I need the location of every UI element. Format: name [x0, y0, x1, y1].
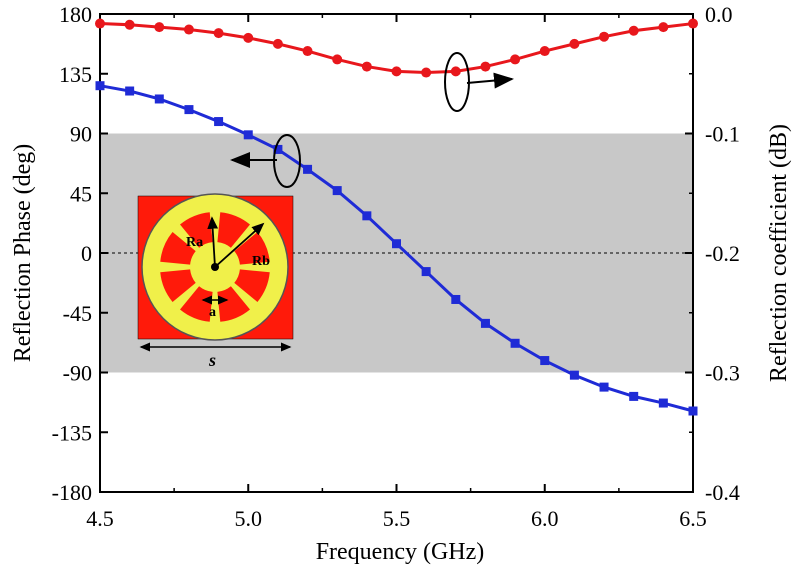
unit-cell-inset: Ra Rb a s — [137, 193, 294, 370]
inset-slot — [160, 232, 196, 265]
phase-data-point — [332, 186, 342, 196]
phase-data-point — [154, 94, 164, 104]
phase-data-point — [303, 164, 313, 174]
s-label: s — [208, 350, 216, 370]
x-axis-title: Frequency (GHz) — [316, 539, 485, 565]
left-axis-ticks: 180 135 90 45 0 -45 -90 -135 -180 — [52, 2, 108, 505]
coefficient-data-point — [599, 31, 610, 42]
coefficient-data-point — [450, 66, 461, 77]
inset-slot — [217, 212, 250, 248]
x-tick-label: 4.5 — [86, 506, 114, 531]
coefficient-data-point — [302, 46, 313, 57]
phase-data-point — [125, 86, 135, 96]
x-tick-label: 5.0 — [235, 506, 263, 531]
x-tick-label: 5.5 — [383, 506, 411, 531]
left-tick-label: -90 — [63, 361, 92, 386]
coefficient-data-point — [658, 22, 669, 33]
left-tick-label: 0 — [81, 241, 92, 266]
phase-data-point — [569, 370, 579, 380]
rb-label: Rb — [252, 254, 270, 269]
coefficient-data-point — [95, 18, 105, 29]
inset-slots — [160, 212, 270, 322]
coefficient-right-arrow — [466, 72, 514, 89]
inset-slot — [217, 286, 250, 322]
coefficient-data-point — [213, 28, 224, 39]
left-tick-label: 90 — [70, 122, 92, 147]
phase-data-point — [540, 356, 550, 366]
inset-slot — [180, 286, 213, 322]
coefficient-annotation-ellipse — [444, 52, 470, 112]
coefficient-data-point — [272, 38, 283, 49]
phase-data-point — [629, 391, 639, 401]
right-tick-label: -0.2 — [705, 241, 740, 266]
phase-data-point — [480, 318, 490, 328]
phase-data-point — [658, 398, 668, 408]
inset-slot — [234, 232, 270, 265]
phase-data-point — [451, 294, 461, 304]
coefficient-data-point — [332, 54, 343, 65]
inset-slot — [180, 212, 213, 248]
coefficient-data-point — [361, 61, 372, 72]
coefficient-series-annotation — [444, 52, 514, 112]
coefficient-data-point — [243, 32, 254, 43]
phase-data-point — [243, 130, 253, 140]
right-axis-title: Reflection coefficient (dB) — [766, 124, 792, 382]
coefficient-data-point — [480, 61, 491, 72]
coefficient-data-point — [391, 66, 402, 77]
phase-series-annotation — [230, 134, 301, 188]
coefficient-data-point — [421, 67, 432, 78]
series-group — [95, 18, 698, 416]
right-tick-label: -0.1 — [705, 122, 740, 147]
phase-data-point — [95, 81, 105, 91]
coefficient-data-point — [628, 25, 639, 36]
phase-data-point — [214, 117, 224, 127]
left-tick-label: -135 — [52, 420, 92, 445]
phase-data-point — [599, 382, 609, 392]
coefficient-data-point — [124, 19, 135, 30]
phase-data-point — [392, 239, 401, 249]
phase-data-point — [273, 144, 283, 154]
x-tick-label: 6.5 — [679, 506, 707, 531]
right-tick-label: -0.4 — [705, 480, 740, 505]
a-label: a — [209, 305, 216, 320]
x-tick-label: 6.0 — [531, 506, 559, 531]
rb-arrow — [214, 222, 265, 268]
phase-data-point — [362, 211, 372, 221]
left-tick-label: 180 — [59, 2, 92, 27]
coefficient-data-point — [154, 22, 165, 33]
right-tick-label: -0.3 — [705, 361, 740, 386]
phase-data-point — [184, 105, 194, 115]
coefficient-data-point — [510, 54, 521, 65]
phase-data-point — [688, 406, 698, 416]
phase-data-point — [510, 338, 520, 348]
left-tick-label: -45 — [63, 301, 92, 326]
left-tick-label: 45 — [70, 181, 92, 206]
coefficient-data-point — [569, 38, 580, 49]
inset-slot — [160, 269, 196, 302]
coefficient-data-point — [539, 46, 550, 57]
right-axis-ticks: 0.0 -0.1 -0.2 -0.3 -0.4 — [685, 2, 740, 505]
left-tick-label: -180 — [52, 480, 92, 505]
ra-arrow — [207, 216, 219, 268]
ra-label: Ra — [186, 235, 203, 250]
right-tick-label: 0.0 — [705, 2, 733, 27]
coefficient-data-point — [688, 18, 698, 29]
x-axis-ticks: 4.5 5.0 5.5 6.0 6.5 — [86, 14, 707, 531]
phase-data-point — [421, 267, 431, 277]
left-tick-label: 135 — [59, 62, 92, 87]
inset-slot — [234, 269, 270, 302]
left-axis-title: Reflection Phase (deg) — [10, 144, 36, 363]
coefficient-data-point — [183, 24, 194, 35]
